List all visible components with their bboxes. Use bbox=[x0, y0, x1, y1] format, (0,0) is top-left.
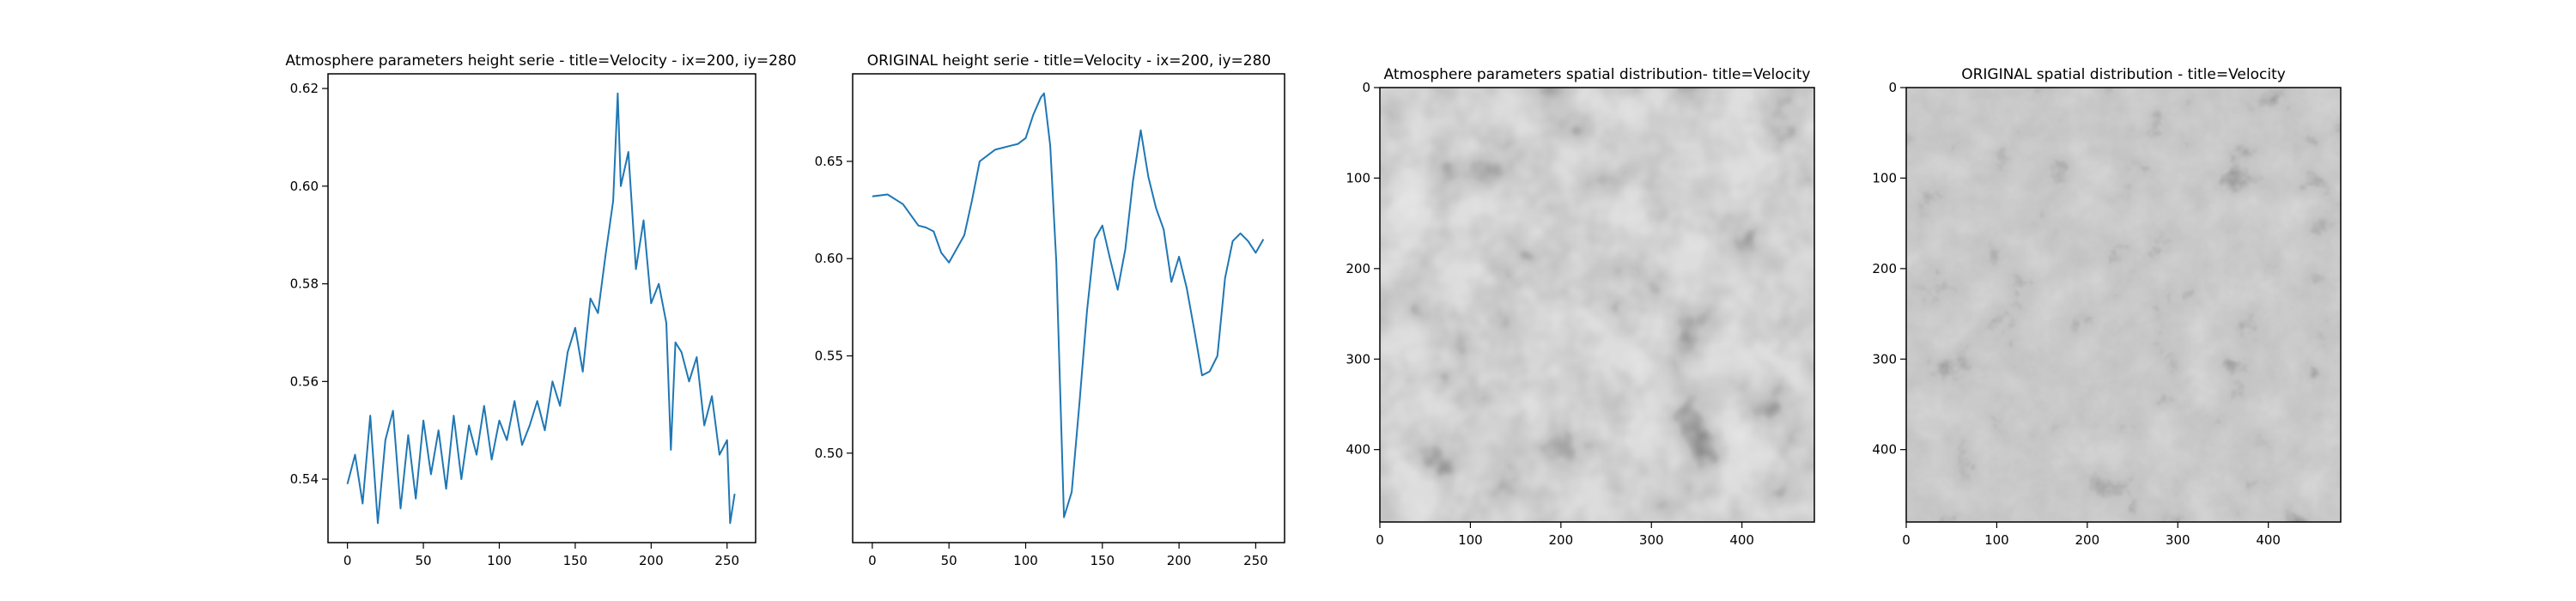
x-tick-label: 250 bbox=[714, 553, 739, 568]
x-tick-label: 400 bbox=[1729, 532, 1754, 548]
y-tick-label: 200 bbox=[1346, 261, 1370, 276]
x-tick-label: 300 bbox=[1639, 532, 1664, 548]
y-tick-label: 300 bbox=[1872, 351, 1897, 367]
x-tick-label: 100 bbox=[1013, 553, 1038, 568]
x-tick-label: 0 bbox=[343, 553, 352, 568]
y-tick-label: 300 bbox=[1346, 351, 1370, 367]
y-tick-label: 200 bbox=[1872, 261, 1897, 276]
height-series-chart: Atmosphere parameters height serie - tit… bbox=[285, 52, 796, 568]
y-tick-label: 0.55 bbox=[815, 349, 843, 364]
spatial-distribution-image: Atmosphere parameters spatial distributi… bbox=[1346, 66, 1815, 548]
chart-title: Atmosphere parameters spatial distributi… bbox=[1384, 66, 1811, 83]
y-tick-label: 0.65 bbox=[815, 154, 843, 169]
y-tick-label: 0.62 bbox=[290, 81, 319, 96]
y-tick-label: 0.60 bbox=[290, 179, 319, 194]
axes-frame bbox=[1905, 87, 2342, 523]
x-tick-label: 50 bbox=[941, 553, 957, 568]
x-tick-label: 0 bbox=[868, 553, 877, 568]
y-tick-label: 0.50 bbox=[815, 446, 843, 461]
x-tick-label: 0 bbox=[1902, 532, 1911, 548]
chart-title: ORIGINAL height serie - title=Velocity -… bbox=[867, 52, 1272, 70]
chart-title: ORIGINAL spatial distribution - title=Ve… bbox=[1961, 66, 2286, 83]
chart-title: Atmosphere parameters height serie - tit… bbox=[285, 52, 796, 70]
y-tick-label: 400 bbox=[1346, 442, 1370, 458]
heatmap-image bbox=[1906, 88, 2341, 522]
x-tick-label: 150 bbox=[563, 553, 588, 568]
axes-frame bbox=[327, 73, 756, 543]
x-tick-label: 400 bbox=[2256, 532, 2281, 548]
y-tick-label: 100 bbox=[1872, 170, 1897, 185]
y-tick-label: 100 bbox=[1346, 170, 1370, 185]
x-tick-label: 50 bbox=[416, 553, 432, 568]
x-tick-label: 200 bbox=[1549, 532, 1574, 548]
series-line bbox=[346, 92, 736, 525]
y-tick-label: 400 bbox=[1872, 442, 1897, 458]
original-height-series-chart: ORIGINAL height serie - title=Velocity -… bbox=[815, 52, 1285, 568]
x-tick-label: 100 bbox=[1458, 532, 1483, 548]
x-tick-label: 250 bbox=[1243, 553, 1268, 568]
axes-frame bbox=[1379, 87, 1815, 523]
y-tick-label: 0.58 bbox=[290, 276, 319, 292]
y-tick-label: 0 bbox=[1888, 80, 1897, 95]
axes-frame bbox=[852, 73, 1285, 543]
x-tick-label: 150 bbox=[1090, 553, 1115, 568]
y-tick-label: 0.60 bbox=[815, 251, 843, 266]
x-tick-label: 0 bbox=[1376, 532, 1384, 548]
x-tick-label: 300 bbox=[2166, 532, 2190, 548]
y-tick-label: 0 bbox=[1362, 80, 1370, 95]
y-tick-label: 0.56 bbox=[290, 373, 319, 389]
original-spatial-distribution-image: ORIGINAL spatial distribution - title=Ve… bbox=[1872, 66, 2342, 548]
x-tick-label: 100 bbox=[1984, 532, 2009, 548]
heatmap-image bbox=[1380, 88, 1814, 522]
y-tick-label: 0.54 bbox=[290, 471, 319, 487]
x-tick-label: 200 bbox=[639, 553, 664, 568]
x-tick-label: 100 bbox=[487, 553, 512, 568]
x-tick-label: 200 bbox=[2075, 532, 2100, 548]
series-line bbox=[872, 92, 1265, 519]
x-tick-label: 200 bbox=[1167, 553, 1192, 568]
